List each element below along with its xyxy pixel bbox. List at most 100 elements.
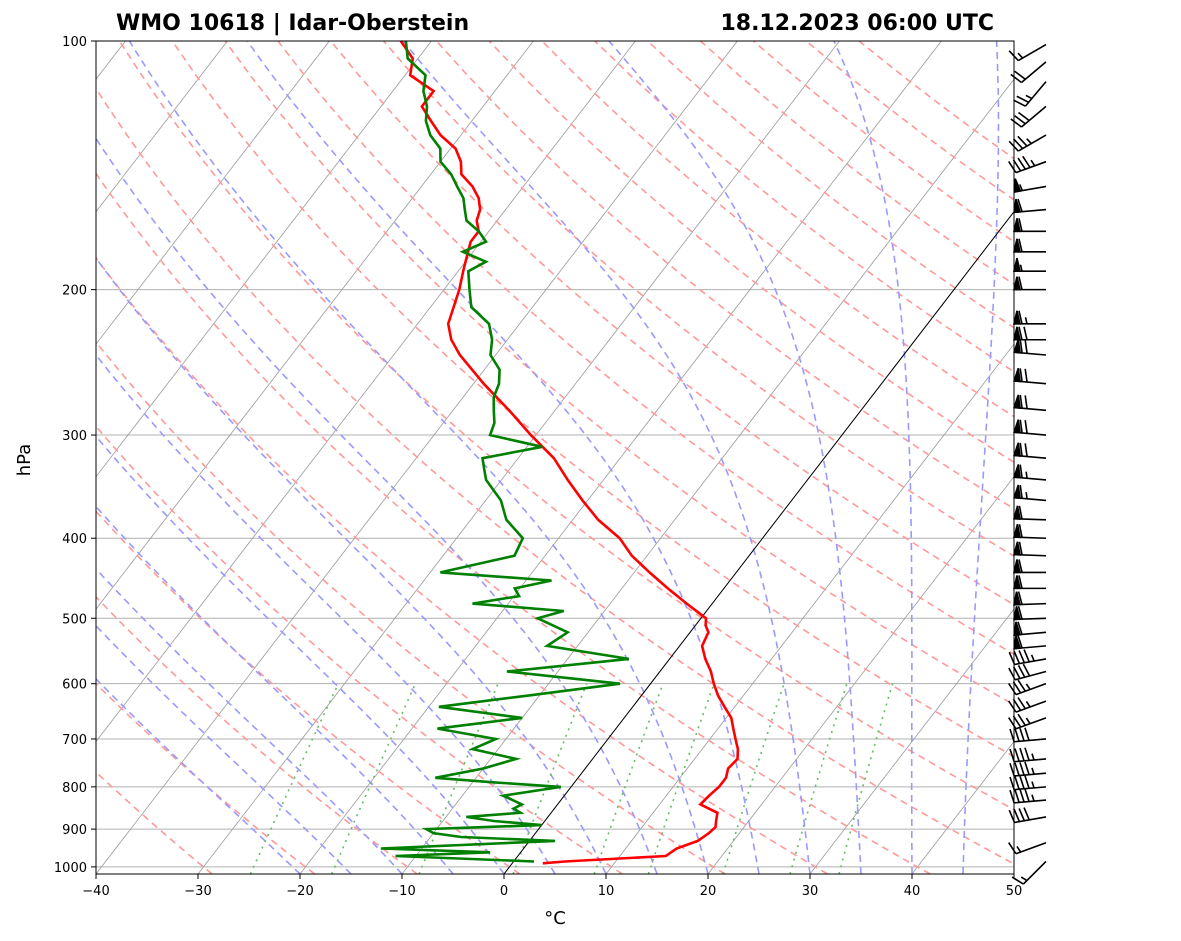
wind-barb [1007,155,1047,174]
wind-barb [1012,218,1046,233]
wind-barb [1009,747,1047,763]
wind-barb [1010,105,1047,128]
wind-barb [1012,276,1046,291]
wind-barb [1008,807,1047,824]
wind-barb [1009,761,1047,777]
y-tick-label: 200 [62,284,87,299]
zero-isotherm [503,210,1014,874]
wind-barb [1013,339,1047,356]
wind-barb [1013,198,1047,214]
x-tick-label: 0 [500,884,508,899]
wind-barb [1007,697,1047,713]
wind-barb [1013,606,1047,621]
isotherm-line [96,41,534,610]
wind-barb [1007,713,1047,730]
isotherm-line [299,41,942,874]
isotherm-line [96,41,228,213]
isotherm-line [707,475,1014,874]
wind-barb [1012,258,1046,273]
wind-barb [1009,727,1047,743]
isotherm-line [96,41,330,345]
wind-barb [1010,61,1047,84]
dry-adiabat [96,770,213,874]
wind-barb [1013,591,1047,606]
wind-barb [1012,575,1046,590]
dry-adiabat [96,425,623,874]
x-tick-label: 20 [700,884,717,899]
chart-title-datetime: 18.12.2023 06:00 UTC [720,11,994,36]
isotherm-line [809,608,1014,874]
wind-barbs [1007,43,1047,885]
dry-adiabats [96,41,1014,874]
wind-barb [1013,178,1047,193]
wind-barb [1013,621,1047,637]
dry-adiabat [118,41,1014,811]
isotherm-line [96,41,636,743]
x-tick-label: 30 [802,884,819,899]
y-tick-label: 300 [62,429,87,444]
x-axis-label: °C [544,908,566,929]
wind-barb [1013,368,1047,385]
x-tick-label: 40 [904,884,921,899]
wind-barb [1013,484,1047,502]
dry-adiabat [96,510,521,874]
wind-barb [1009,775,1047,791]
wind-barb [1011,860,1047,885]
x-tick-label: 50 [1006,884,1023,899]
wind-barb [1013,442,1047,459]
x-tick-label: −20 [286,884,313,899]
wind-barb [1013,419,1047,436]
wind-barb [1008,663,1047,681]
wind-barb [1008,43,1047,62]
dry-adiabat [382,41,1014,558]
mixing-ratio-line [838,683,894,874]
dry-adiabat [96,172,931,874]
moist-adiabat [402,41,811,874]
isotherm-line [96,41,432,478]
y-axis-label: hPa [14,444,35,476]
temperature-profile [399,41,740,865]
isotherm-line [197,41,840,874]
x-tick-label: −40 [82,884,109,899]
moist-adiabat [96,353,556,874]
dry-adiabat [171,41,1014,758]
sounding-profiles [380,41,740,865]
wind-barb [1012,541,1047,557]
y-tick-label: 400 [62,532,87,547]
moist-adiabat [96,505,454,874]
x-axis-ticks: −40 −30 −20 −10 0 10 20 30 40 50 [82,874,1022,899]
wind-barb [1007,842,1047,855]
wind-barb [1012,559,1046,574]
wind-barb [1013,464,1047,481]
zero-isotherm-line [503,210,1014,874]
dry-adiabat [488,41,1014,464]
dry-adiabat [96,256,828,874]
plot-background [96,41,1014,874]
wind-barb [1012,326,1046,341]
mixing-ratio-line [512,683,588,874]
y-tick-label: 900 [62,823,87,838]
x-tick-label: 10 [598,884,615,899]
wind-barb [1013,394,1047,412]
moist-adiabat [96,137,658,874]
wind-barb [1008,134,1047,152]
wind-barb [1012,238,1046,253]
isotherm-line [401,78,1014,874]
plot-frame [95,40,1015,875]
x-tick-label: −30 [184,884,211,899]
y-tick-label: 700 [62,733,87,748]
y-tick-label: 100 [62,35,87,50]
dewpoint-profile [380,41,630,863]
moist-adiabat [96,435,505,874]
dry-adiabat [96,87,1014,865]
wind-barb [1012,505,1047,521]
wind-barb [1009,788,1047,804]
y-tick-label: 800 [62,781,87,796]
mixing-ratio-line [249,683,340,874]
wind-barb [1012,524,1047,540]
y-tick-label: 600 [62,678,87,693]
wind-barb [1007,679,1047,696]
y-tick-label: 500 [62,612,87,627]
moist-adiabat [96,677,301,874]
